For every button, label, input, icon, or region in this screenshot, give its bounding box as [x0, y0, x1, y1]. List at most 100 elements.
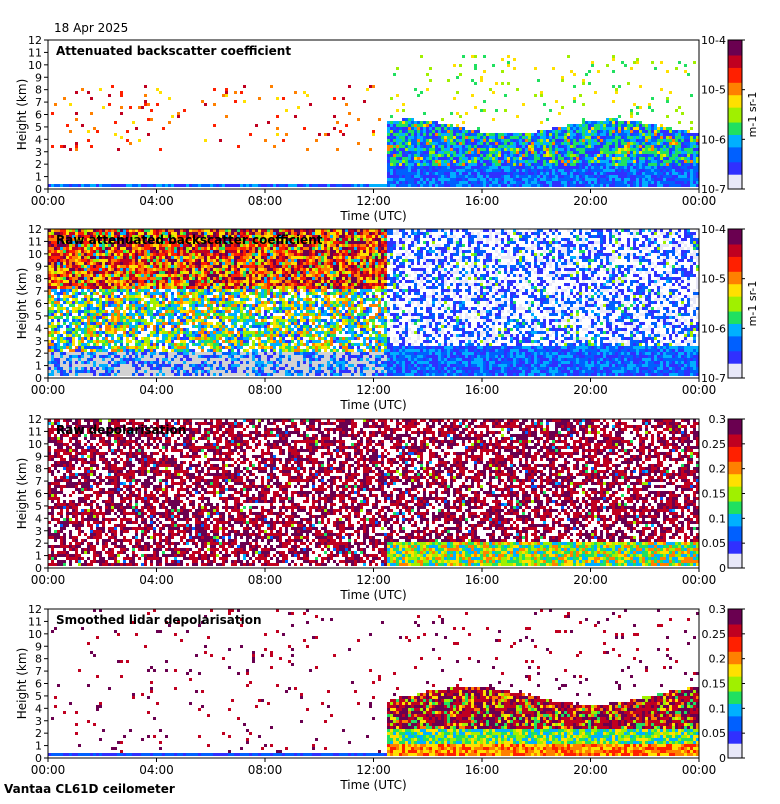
heatmap-cell [165, 373, 168, 376]
heatmap-cell [663, 145, 666, 148]
heatmap-cell [276, 127, 279, 130]
heatmap-cell [420, 166, 423, 169]
heatmap-cell [681, 169, 684, 172]
heatmap-cell [477, 160, 480, 163]
heatmap-cell [489, 184, 492, 187]
heatmap-cell [51, 343, 54, 346]
heatmap-cell [669, 130, 672, 133]
heatmap-cell [102, 322, 105, 325]
heatmap-cell [507, 139, 510, 142]
heatmap-cell [144, 352, 147, 355]
heatmap-cell [666, 166, 669, 169]
heatmap-cell [417, 148, 420, 151]
heatmap-cell [192, 313, 195, 316]
heatmap-cell [483, 172, 486, 175]
heatmap-cell [297, 106, 300, 109]
heatmap-cell [660, 151, 663, 154]
heatmap-cell [633, 142, 636, 145]
heatmap-cell [540, 148, 543, 151]
heatmap-cell [195, 253, 198, 256]
heatmap-cell [69, 322, 72, 325]
heatmap-cell [591, 124, 594, 127]
heatmap-cell [108, 103, 111, 106]
heatmap-cell [186, 274, 189, 277]
heatmap-cell [336, 121, 339, 124]
heatmap-cell [558, 148, 561, 151]
heatmap-cell [633, 124, 636, 127]
heatmap-cell [93, 307, 96, 310]
heatmap-cell [561, 127, 564, 130]
heatmap-cell [141, 319, 144, 322]
heatmap-cell [657, 166, 660, 169]
heatmap-cell [192, 355, 195, 358]
heatmap-cell [147, 343, 150, 346]
heatmap-cell [660, 166, 663, 169]
heatmap-cell [66, 310, 69, 313]
heatmap-cell [567, 169, 570, 172]
heatmap-cell [291, 184, 294, 187]
heatmap-cell [201, 313, 204, 316]
heatmap-cell [66, 325, 69, 328]
heatmap-cell [522, 139, 525, 142]
heatmap-cell [588, 160, 591, 163]
heatmap-cell [126, 253, 129, 256]
heatmap-cell [120, 367, 123, 370]
heatmap-cell [93, 331, 96, 334]
heatmap-cell [465, 175, 468, 178]
heatmap-cell [105, 280, 108, 283]
heatmap-cell [114, 319, 117, 322]
heatmap-cell [399, 127, 402, 130]
heatmap-cell [171, 373, 174, 376]
heatmap-cell [60, 325, 63, 328]
heatmap-cell [387, 172, 390, 175]
heatmap-cell [543, 142, 546, 145]
heatmap-cell [177, 301, 180, 304]
heatmap-cell [426, 139, 429, 142]
heatmap-cell [582, 139, 585, 142]
heatmap-cell [183, 250, 186, 253]
heatmap-cell [543, 166, 546, 169]
heatmap-cell [504, 94, 507, 97]
heatmap-cell [66, 334, 69, 337]
heatmap-cell [126, 346, 129, 349]
heatmap-cell [543, 178, 546, 181]
heatmap-cell [183, 301, 186, 304]
heatmap-cell [483, 157, 486, 160]
heatmap-cell [390, 181, 393, 184]
heatmap-cell [633, 127, 636, 130]
heatmap-cell [408, 127, 411, 130]
heatmap-cell [201, 319, 204, 322]
heatmap-cell [450, 169, 453, 172]
heatmap-cell [147, 364, 150, 367]
heatmap-cell [174, 307, 177, 310]
heatmap-cell [171, 253, 174, 256]
heatmap-cell [174, 265, 177, 268]
heatmap-cell [117, 337, 120, 340]
heatmap-cell [534, 67, 537, 70]
heatmap-cell [81, 352, 84, 355]
heatmap-cell [522, 145, 525, 148]
heatmap-cell [516, 181, 519, 184]
heatmap-cell [201, 340, 204, 343]
heatmap-cell [171, 265, 174, 268]
heatmap-cell [402, 157, 405, 160]
heatmap-cell [654, 160, 657, 163]
heatmap-cell [60, 184, 63, 187]
heatmap-cell [120, 259, 123, 262]
heatmap-cell [126, 259, 129, 262]
heatmap-cell [441, 181, 444, 184]
heatmap-cell [591, 175, 594, 178]
heatmap-cell [141, 289, 144, 292]
heatmap-cell [501, 169, 504, 172]
heatmap-cell [132, 184, 135, 187]
heatmap-cell [201, 286, 204, 289]
heatmap-cell [567, 175, 570, 178]
heatmap-cell [171, 316, 174, 319]
heatmap-cell [87, 316, 90, 319]
heatmap-cell [675, 67, 678, 70]
heatmap-cell [561, 79, 564, 82]
heatmap-cell [693, 178, 696, 181]
heatmap-cell [612, 130, 615, 133]
heatmap-cell [159, 262, 162, 265]
heatmap-cell [687, 178, 690, 181]
